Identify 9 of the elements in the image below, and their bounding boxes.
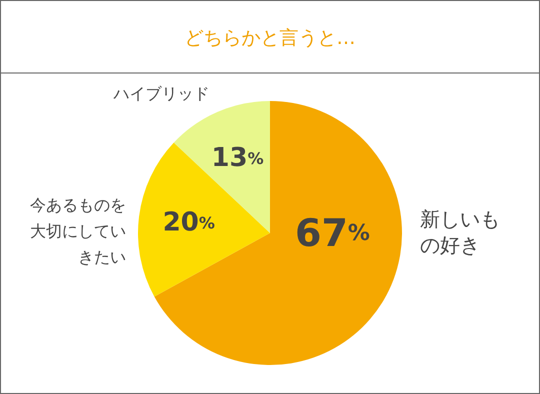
pie-slice — [138, 142, 270, 297]
chart-title: どちらかと言うと… — [184, 27, 356, 49]
data-label: 13% — [211, 142, 264, 173]
pie-slice — [154, 101, 402, 365]
slice-label: 今あるものを大切にしていきたい — [30, 195, 126, 266]
slice-label: ハイブリッド — [112, 84, 210, 103]
slice-label: 新しいもの好き — [420, 207, 500, 258]
data-label: 20% — [162, 208, 215, 238]
data-label: 67% — [295, 211, 370, 255]
